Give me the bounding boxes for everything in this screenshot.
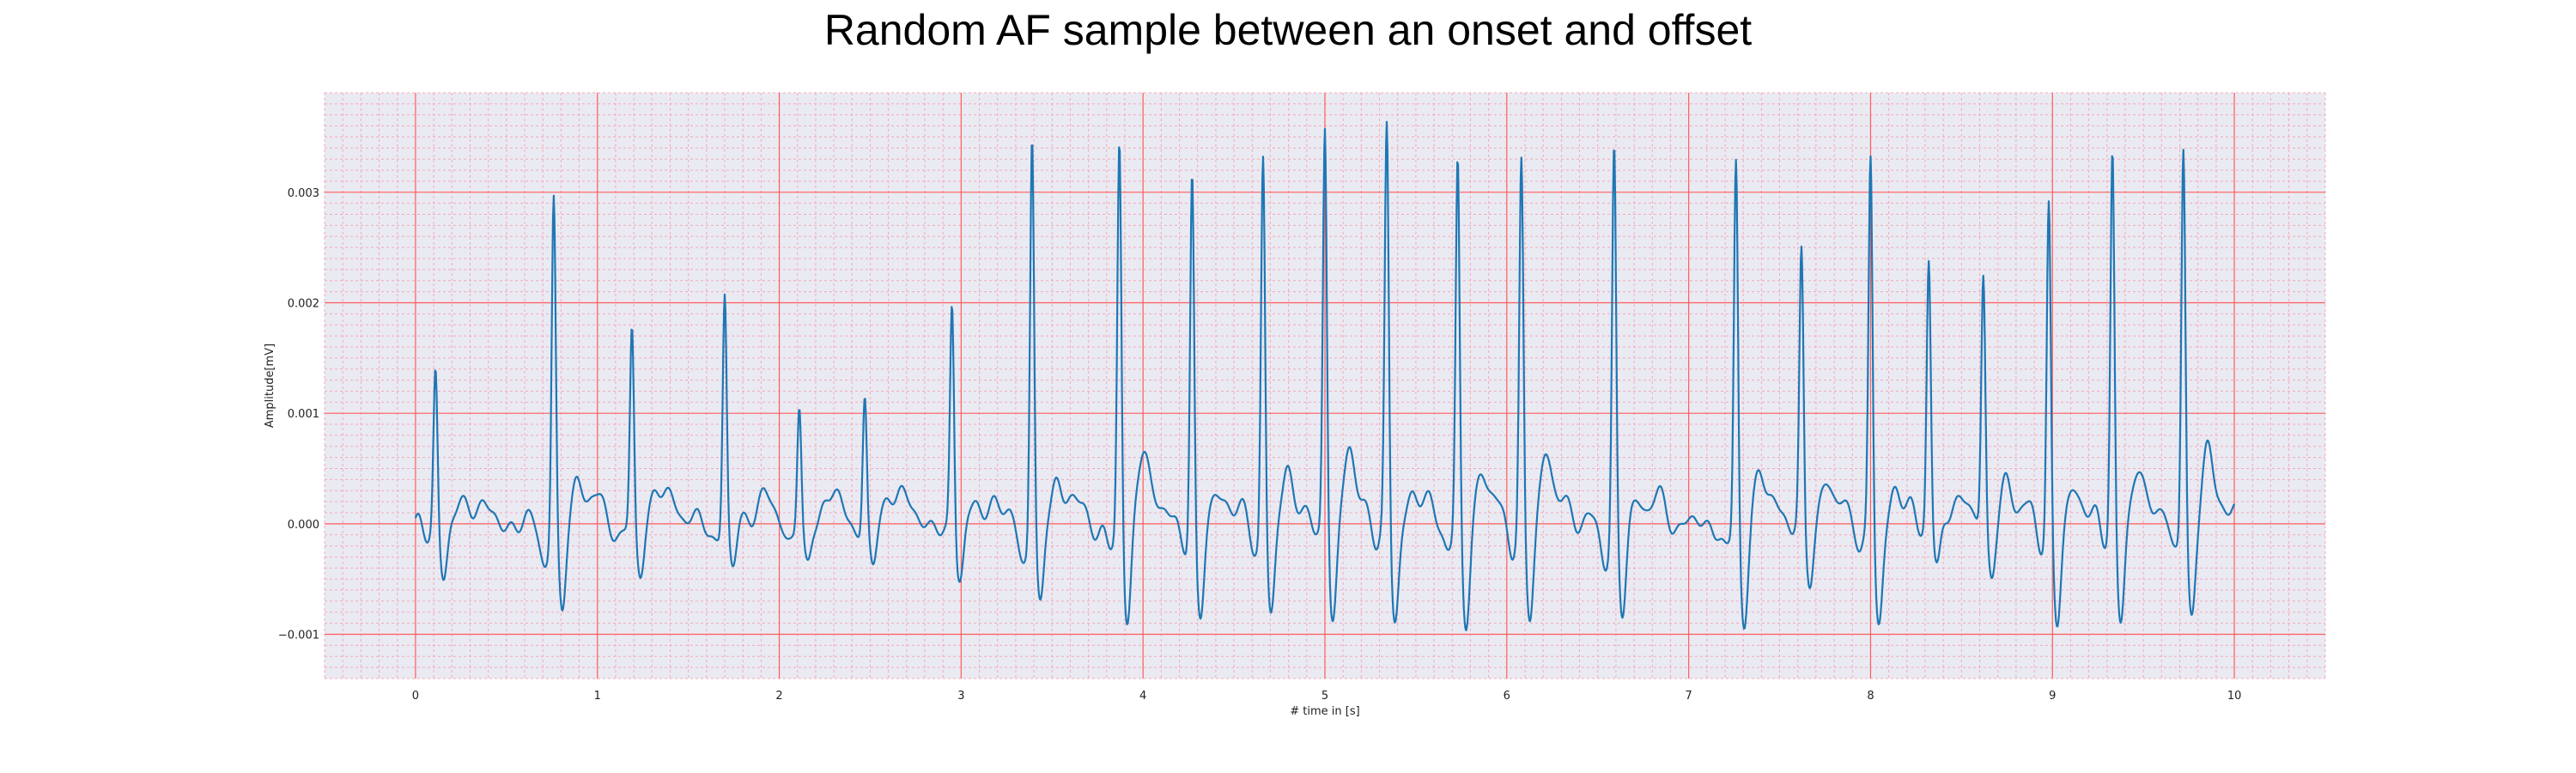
x-tick-label: 6 bbox=[1504, 690, 1510, 703]
y-tick-label: 0.003 bbox=[288, 187, 319, 200]
x-tick-label: 4 bbox=[1139, 690, 1146, 703]
y-axis-label: Amplitude[mV] bbox=[264, 344, 276, 428]
y-tick-label: −0.001 bbox=[278, 630, 319, 642]
x-tick-label: 5 bbox=[1321, 690, 1328, 703]
series-line-signal bbox=[414, 120, 2236, 631]
x-tick-label: 1 bbox=[594, 690, 601, 703]
x-tick-label: 10 bbox=[2227, 690, 2242, 703]
y-tick-labels: −0.001 0.000 0.001 0.002 0.003 bbox=[278, 187, 319, 642]
x-tick-label: 7 bbox=[1685, 690, 1692, 703]
x-tick-label: 3 bbox=[957, 690, 964, 703]
y-tick-label: 0.000 bbox=[288, 519, 319, 532]
chart-title: Random AF sample between an onset and of… bbox=[823, 6, 1753, 54]
x-tick-label: 9 bbox=[2049, 690, 2056, 703]
x-axis-label: # time in [s] bbox=[1290, 705, 1359, 718]
y-tick-label: 0.002 bbox=[288, 297, 319, 310]
x-tick-label: 8 bbox=[1867, 690, 1874, 703]
y-tick-label: 0.001 bbox=[288, 408, 319, 421]
x-tick-label: 2 bbox=[775, 690, 782, 703]
x-tick-labels: 0 1 2 3 4 5 6 7 8 9 10 bbox=[412, 690, 2242, 703]
x-tick-label: 0 bbox=[412, 690, 419, 703]
